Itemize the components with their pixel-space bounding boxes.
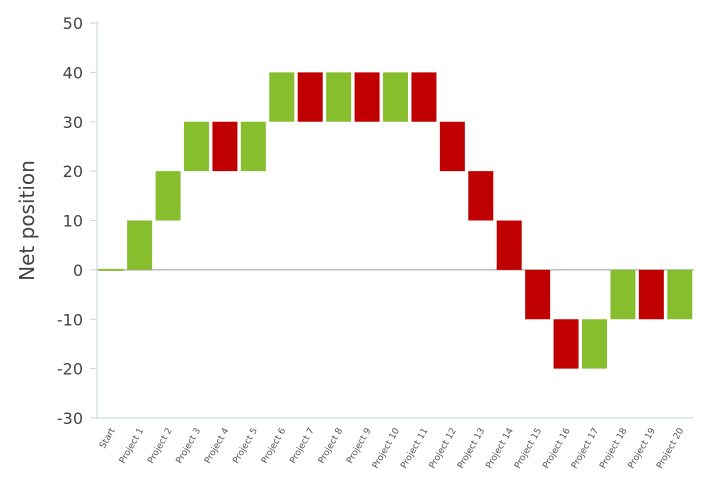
bar-project-14: [496, 220, 522, 270]
bar-project-6: [269, 72, 295, 122]
x-tick-label: Project 5: [232, 427, 260, 466]
x-tick-label: Project 14: [485, 426, 516, 470]
y-tick-labels: 50 40 30 20 10 0 -10 -20 -30: [57, 14, 83, 428]
bar-project-17: [582, 319, 607, 369]
x-tick-label: Project 16: [541, 426, 572, 470]
x-tick-label: Project 20: [655, 426, 686, 470]
x-tick-label: Project 9: [345, 426, 373, 465]
x-tick-label: Project 7: [288, 427, 316, 466]
bars: [98, 72, 693, 369]
x-tick-label: Project 15: [513, 427, 544, 471]
y-tick-label: 0: [73, 261, 83, 280]
y-tick-label: 20: [63, 162, 83, 181]
y-tick-label: 10: [63, 212, 83, 231]
bar-project-8: [326, 72, 352, 122]
y-axis-label: Net position: [15, 160, 39, 281]
bar-project-12: [439, 121, 465, 172]
bar-project-1: [127, 220, 153, 270]
bar-project-2: [155, 171, 181, 221]
bar-project-9: [354, 72, 380, 122]
x-tick-label: Project 6: [260, 426, 288, 465]
x-tick-label: Project 13: [456, 427, 487, 471]
bar-start: [98, 268, 124, 271]
y-tick-label: -20: [57, 360, 83, 379]
y-tick-label: 40: [63, 63, 83, 82]
x-tick-label: Project 4: [203, 426, 231, 465]
y-tick-label: 30: [63, 113, 83, 132]
bar-project-18: [610, 269, 636, 320]
bar-project-20: [667, 269, 693, 320]
bar-project-15: [525, 269, 551, 320]
bar-project-3: [184, 121, 209, 172]
x-tick-label: Project 2: [146, 427, 174, 466]
x-tick-label: Project 3: [175, 427, 203, 466]
x-tick-labels: Start Project 1 Project 2 Project 3 Project …: [98, 426, 686, 470]
x-tick-label: Project 17: [570, 427, 601, 471]
bar-project-5: [240, 121, 266, 172]
x-tick-label: Project 18: [598, 426, 629, 470]
x-tick-label: Project 12: [428, 427, 459, 471]
y-tick-label: -30: [57, 409, 83, 428]
bar-project-16: [553, 319, 579, 369]
x-tick-label: Start: [98, 426, 118, 450]
x-tick-label: Project 11: [399, 427, 430, 471]
bar-project-7: [297, 72, 323, 122]
x-tick-label: Project 19: [627, 426, 658, 470]
bar-project-19: [638, 269, 664, 320]
x-tick-label: Project 8: [317, 426, 345, 465]
x-tick-label: Project 1: [118, 427, 146, 466]
x-tick-label: Project 10: [371, 426, 402, 470]
bar-project-4: [212, 121, 238, 172]
y-tick-label: 50: [63, 14, 83, 33]
bar-project-11: [411, 72, 437, 122]
axes: [90, 21, 694, 419]
bar-project-13: [468, 171, 494, 221]
bar-project-10: [383, 72, 408, 122]
y-tick-label: -10: [57, 310, 83, 329]
